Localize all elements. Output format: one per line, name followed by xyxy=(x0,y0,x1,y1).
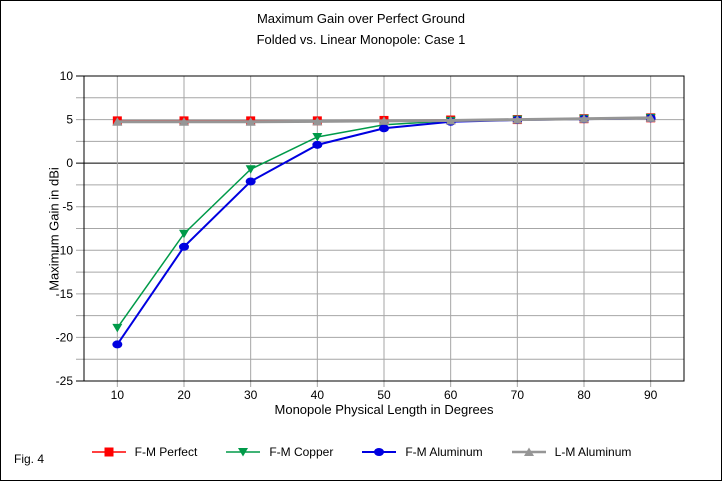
svg-text:-10: -10 xyxy=(56,243,74,257)
legend-label-lm-aluminum: L-M Aluminum xyxy=(554,445,632,459)
svg-text:50: 50 xyxy=(377,388,391,402)
legend-swatch-fm-aluminum-icon xyxy=(361,446,397,458)
legend-item-fm-copper: F-M Copper xyxy=(225,445,333,459)
svg-text:-20: -20 xyxy=(56,330,74,344)
svg-text:70: 70 xyxy=(511,388,525,402)
svg-text:20: 20 xyxy=(177,388,191,402)
svg-text:-25: -25 xyxy=(56,374,74,388)
svg-text:-15: -15 xyxy=(56,287,74,301)
x-axis-label: Monopole Physical Length in Degrees xyxy=(274,402,494,417)
legend-swatch-fm-perfect-icon xyxy=(91,446,127,458)
chart-legend: F-M Perfect F-M Copper F-M Aluminum L-M … xyxy=(1,445,721,459)
svg-text:80: 80 xyxy=(577,388,591,402)
svg-text:10: 10 xyxy=(60,69,74,83)
svg-text:60: 60 xyxy=(444,388,458,402)
svg-text:30: 30 xyxy=(244,388,258,402)
y-axis-label: Maximum Gain in dBi xyxy=(46,167,62,291)
legend-label-fm-copper: F-M Copper xyxy=(269,445,334,459)
svg-text:-5: -5 xyxy=(62,200,73,214)
figure-caption: Fig. 4 xyxy=(14,452,45,466)
chart-plot: -25 -20 -15 -10 -5 0 5 10 10 20 30 40 50 60 70 80 90 xyxy=(56,69,685,402)
legend-item-lm-aluminum: L-M Aluminum xyxy=(511,445,632,459)
chart-subtitle: Folded vs. Linear Monopole: Case 1 xyxy=(256,32,466,47)
legend-swatch-fm-copper-icon xyxy=(225,446,261,458)
chart-title: Maximum Gain over Perfect Ground xyxy=(256,11,466,26)
legend-label-fm-aluminum: F-M Aluminum xyxy=(405,445,483,459)
legend-swatch-lm-aluminum-icon xyxy=(511,446,547,458)
legend-item-fm-aluminum: F-M Aluminum xyxy=(361,445,483,459)
svg-text:10: 10 xyxy=(111,388,125,402)
svg-text:0: 0 xyxy=(66,156,73,170)
svg-text:40: 40 xyxy=(311,388,325,402)
legend-item-fm-perfect: F-M Perfect xyxy=(91,445,198,459)
legend-label-fm-perfect: F-M Perfect xyxy=(134,445,198,459)
svg-text:90: 90 xyxy=(644,388,658,402)
svg-text:5: 5 xyxy=(66,113,73,127)
